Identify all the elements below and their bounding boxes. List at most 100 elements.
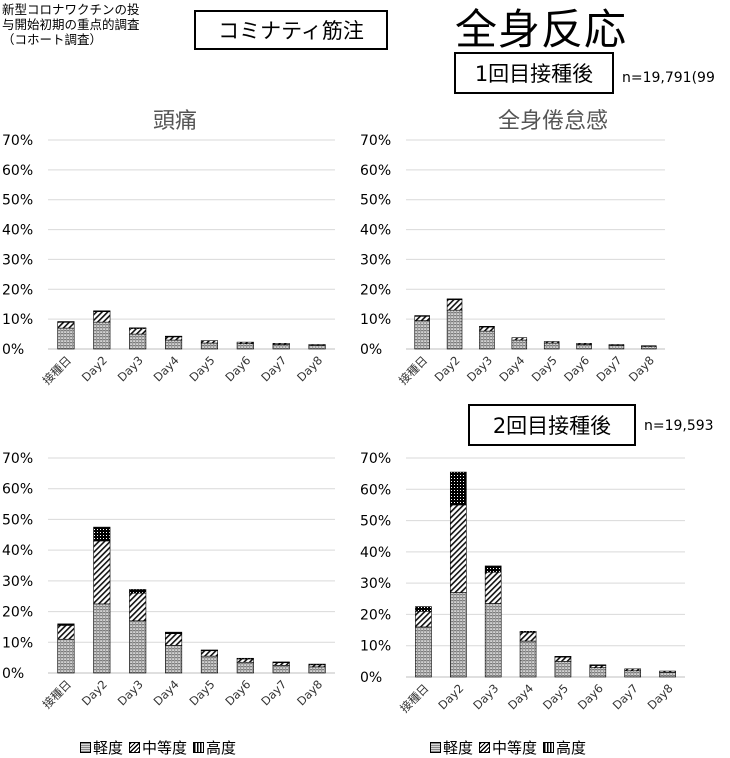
y-tick-label: 40% xyxy=(360,223,391,239)
y-tick-label: 20% xyxy=(2,282,33,298)
x-tick-label: 接種日 xyxy=(397,681,431,715)
bar-segment-light xyxy=(308,666,326,674)
dose1-label: 1回目接種後 xyxy=(474,62,594,86)
y-tick-label: 60% xyxy=(360,482,391,498)
bar-segment-severe xyxy=(308,663,326,666)
bar-segment-severe xyxy=(449,471,467,506)
y-tick-label: 30% xyxy=(2,574,33,590)
y-tick-label: 0% xyxy=(2,666,24,682)
bar-segment-moderate xyxy=(659,670,676,673)
main-title: 全身反応 xyxy=(455,5,628,54)
x-tick-label: 接種日 xyxy=(396,353,430,387)
x-tick-label: Day3 xyxy=(464,353,495,384)
y-tick-label: 0% xyxy=(360,342,382,358)
bar-segment-severe xyxy=(93,310,111,312)
bar-segment-light xyxy=(272,665,290,674)
bar-segment-light xyxy=(165,645,183,674)
x-tick-label: Day8 xyxy=(294,353,325,384)
dose2-label-box: 2回目接種後 xyxy=(468,404,636,446)
bar-segment-severe xyxy=(93,526,111,542)
bar-segment-severe xyxy=(236,657,254,660)
y-tick-label: 50% xyxy=(2,193,33,209)
bar-segment-moderate xyxy=(449,504,467,593)
bar-segment-severe xyxy=(57,623,75,626)
bar-segment-light xyxy=(589,667,607,678)
y-tick-label: 40% xyxy=(360,545,391,561)
bar-segment-light xyxy=(608,345,625,350)
bar-segment-severe xyxy=(129,327,147,329)
bar-segment-severe xyxy=(129,589,147,594)
bar-segment-light xyxy=(236,661,254,674)
x-tick-label: Day2 xyxy=(79,677,110,708)
legend-swatch-moderate xyxy=(129,742,141,753)
legend-swatch-severe xyxy=(543,742,555,753)
dose1-sample-size: n=19,791(99 xyxy=(622,70,715,86)
y-tick-label: 10% xyxy=(360,639,391,655)
y-tick-label: 60% xyxy=(2,482,33,498)
bar-segment-severe xyxy=(165,335,183,338)
legend-item-severe: 高度 xyxy=(193,737,236,758)
y-tick-label: 0% xyxy=(2,342,24,358)
x-tick-label: Day4 xyxy=(496,353,527,384)
bar-segment-light xyxy=(129,620,147,674)
product-name: コミナティ筋注 xyxy=(218,19,364,43)
bar-segment-moderate xyxy=(129,327,147,335)
bar-segment-moderate xyxy=(415,610,432,628)
y-tick-label: 60% xyxy=(360,163,391,179)
y-tick-label: 30% xyxy=(2,252,33,268)
bar-segment-severe xyxy=(415,606,432,612)
legend-label-light: 軽度 xyxy=(443,739,474,757)
bar-segment-light xyxy=(236,343,254,350)
x-tick-label: Day4 xyxy=(505,681,536,712)
y-tick-label: 20% xyxy=(360,282,391,298)
product-name-box: コミナティ筋注 xyxy=(194,10,388,50)
y-tick-label: 20% xyxy=(2,605,33,621)
bar-segment-light xyxy=(200,655,218,674)
legend-swatch-light xyxy=(80,742,91,753)
bar-segment-moderate xyxy=(641,345,657,347)
bar-segment-moderate xyxy=(93,311,111,323)
bar-segment-moderate xyxy=(272,343,290,345)
dose1-label-box: 1回目接種後 xyxy=(454,52,614,94)
y-tick-label: 10% xyxy=(2,635,33,651)
legend-label-severe: 高度 xyxy=(206,739,237,757)
x-tick-label: Day6 xyxy=(222,353,253,384)
y-tick-label: 30% xyxy=(360,576,391,592)
bar-segment-moderate xyxy=(93,540,111,605)
bar-segment-severe xyxy=(165,631,183,634)
bar-segment-light xyxy=(449,592,467,678)
chart-title: 頭痛 xyxy=(153,109,197,134)
bar-segment-light xyxy=(543,342,560,350)
legend-item-light: 軽度 xyxy=(430,737,473,758)
y-tick-label: 50% xyxy=(2,512,33,528)
bar-segment-severe xyxy=(446,298,463,301)
legend-item-moderate: 中等度 xyxy=(479,737,537,758)
bar-segment-light xyxy=(57,638,75,674)
y-tick-label: 40% xyxy=(2,223,33,239)
x-tick-label: Day3 xyxy=(115,353,146,384)
legend-label-severe: 高度 xyxy=(556,739,587,757)
bar-segment-moderate xyxy=(200,650,218,657)
legend-left: 軽度 中等度 高度 xyxy=(80,737,242,758)
y-tick-label: 50% xyxy=(360,514,391,530)
bar-segment-light xyxy=(272,344,290,350)
x-tick-label: Day7 xyxy=(258,353,289,384)
bar-segment-severe xyxy=(519,631,537,633)
dose2-sample-size: n=19,593 xyxy=(644,418,714,434)
bar-segment-moderate xyxy=(57,321,75,329)
y-tick-label: 10% xyxy=(360,312,391,328)
bar-segment-light xyxy=(554,661,572,678)
bar-segment-light xyxy=(93,603,111,674)
x-tick-label: Day5 xyxy=(529,353,560,384)
y-tick-label: 70% xyxy=(360,451,391,467)
bar-segment-moderate xyxy=(200,340,218,344)
chart-title: 全身倦怠感 xyxy=(498,109,608,134)
legend-label-light: 軽度 xyxy=(93,739,124,757)
legend-item-severe: 高度 xyxy=(543,737,586,758)
bar-segment-light xyxy=(511,339,528,350)
y-tick-label: 0% xyxy=(360,670,382,686)
bar-segment-severe xyxy=(589,664,607,666)
bar-segment-moderate xyxy=(519,631,537,642)
bar-segment-light xyxy=(200,342,218,350)
y-tick-label: 70% xyxy=(360,133,391,149)
